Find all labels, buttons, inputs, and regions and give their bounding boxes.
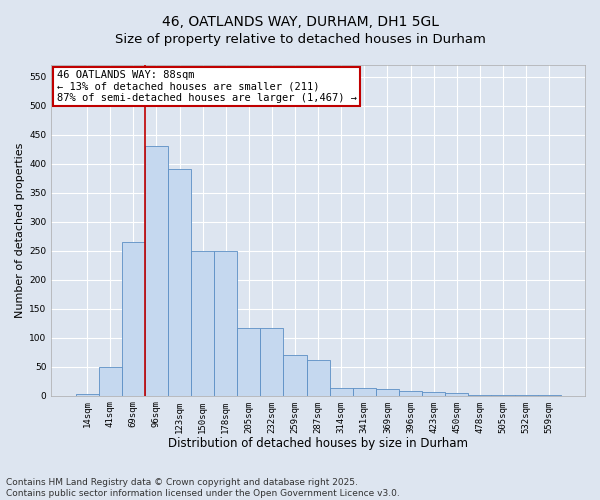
Text: 46 OATLANDS WAY: 88sqm
← 13% of detached houses are smaller (211)
87% of semi-de: 46 OATLANDS WAY: 88sqm ← 13% of detached… [56, 70, 356, 103]
Bar [307, 360, 329, 396]
Bar [76, 394, 98, 396]
Text: Contains HM Land Registry data © Crown copyright and database right 2025.
Contai: Contains HM Land Registry data © Crown c… [6, 478, 400, 498]
Bar [214, 250, 237, 396]
Bar [283, 355, 307, 396]
Bar [145, 146, 168, 396]
Bar [445, 393, 469, 396]
Bar [491, 394, 515, 396]
Bar [191, 250, 214, 396]
Bar [237, 328, 260, 396]
Text: Size of property relative to detached houses in Durham: Size of property relative to detached ho… [115, 32, 485, 46]
Bar [98, 366, 122, 396]
Bar [168, 170, 191, 396]
Bar [329, 388, 353, 396]
Bar [469, 394, 491, 396]
Bar [422, 392, 445, 396]
Bar [515, 395, 538, 396]
Y-axis label: Number of detached properties: Number of detached properties [15, 142, 25, 318]
Text: 46, OATLANDS WAY, DURHAM, DH1 5GL: 46, OATLANDS WAY, DURHAM, DH1 5GL [161, 15, 439, 29]
Bar [353, 388, 376, 396]
Bar [399, 391, 422, 396]
Bar [260, 328, 283, 396]
X-axis label: Distribution of detached houses by size in Durham: Distribution of detached houses by size … [168, 437, 468, 450]
Bar [538, 395, 561, 396]
Bar [122, 242, 145, 396]
Bar [376, 390, 399, 396]
